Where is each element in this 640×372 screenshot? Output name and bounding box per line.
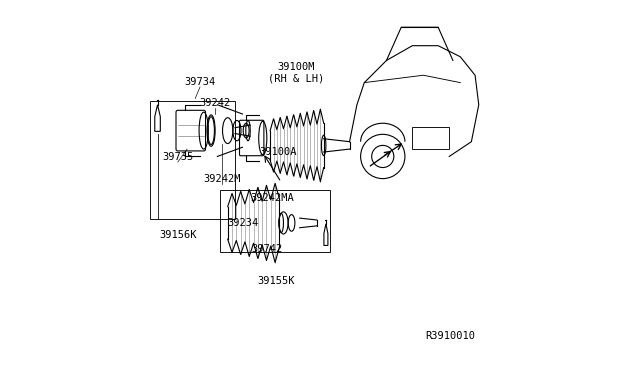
Text: 39234: 39234	[227, 218, 258, 228]
Text: R3910010: R3910010	[425, 331, 475, 341]
Bar	[412, 127, 449, 149]
Text: (RH & LH): (RH & LH)	[268, 73, 324, 83]
Bar	[220, 190, 330, 253]
Text: 39156K: 39156K	[159, 230, 196, 240]
Text: 39242MA: 39242MA	[250, 193, 294, 203]
Text: 39155K: 39155K	[257, 276, 294, 286]
Text: 39100M: 39100M	[277, 61, 315, 71]
Text: 39242: 39242	[199, 99, 230, 109]
Text: 39100A: 39100A	[260, 147, 297, 157]
Bar	[150, 101, 235, 219]
Text: 39242M: 39242M	[204, 174, 241, 184]
Text: 39742: 39742	[251, 244, 282, 254]
Text: 39734: 39734	[184, 77, 216, 87]
Text: 39735: 39735	[162, 152, 193, 162]
